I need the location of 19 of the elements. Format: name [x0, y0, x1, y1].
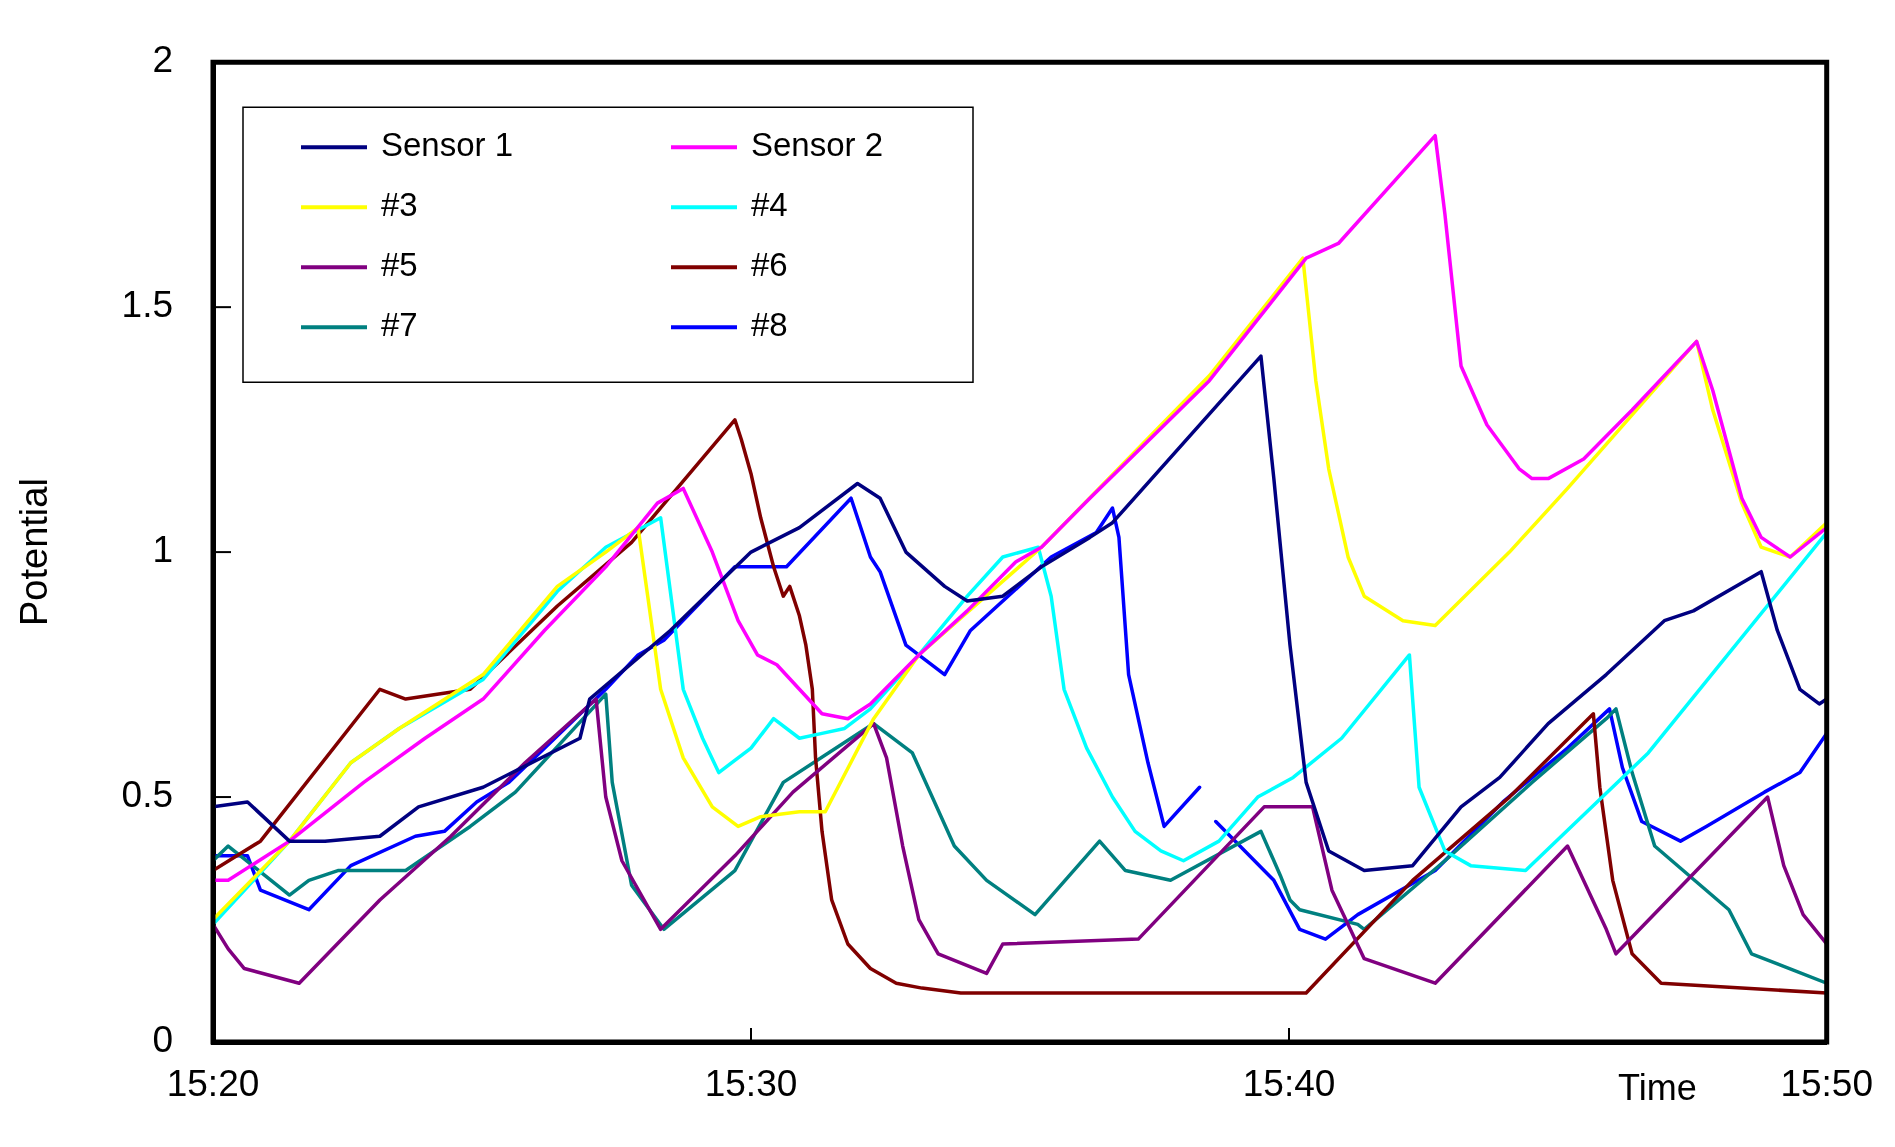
legend-label: #3 — [381, 186, 418, 224]
x-tick-label: 15:50 — [1780, 1063, 1873, 1105]
y-tick-label: 0.5 — [121, 774, 173, 816]
legend-label: #8 — [751, 306, 788, 344]
y-axis-title: Potential — [13, 478, 56, 627]
y-tick-label: 0 — [152, 1019, 173, 1061]
legend-label: #4 — [751, 186, 788, 224]
legend-label: #5 — [381, 246, 418, 284]
y-tick-label: 1.5 — [121, 284, 173, 326]
x-tick-label: 15:30 — [704, 1063, 798, 1105]
x-axis-title: Time — [1618, 1066, 1697, 1108]
x-tick-label: 15:20 — [166, 1063, 260, 1105]
legend-label: Sensor 1 — [381, 126, 514, 164]
legend-label: #7 — [381, 306, 418, 344]
y-tick-label: 2 — [152, 39, 173, 81]
legend-label: #6 — [751, 246, 788, 284]
legend-label: Sensor 2 — [751, 126, 884, 164]
y-tick-label: 1 — [152, 529, 173, 571]
x-tick-label: 15:40 — [1242, 1063, 1336, 1105]
